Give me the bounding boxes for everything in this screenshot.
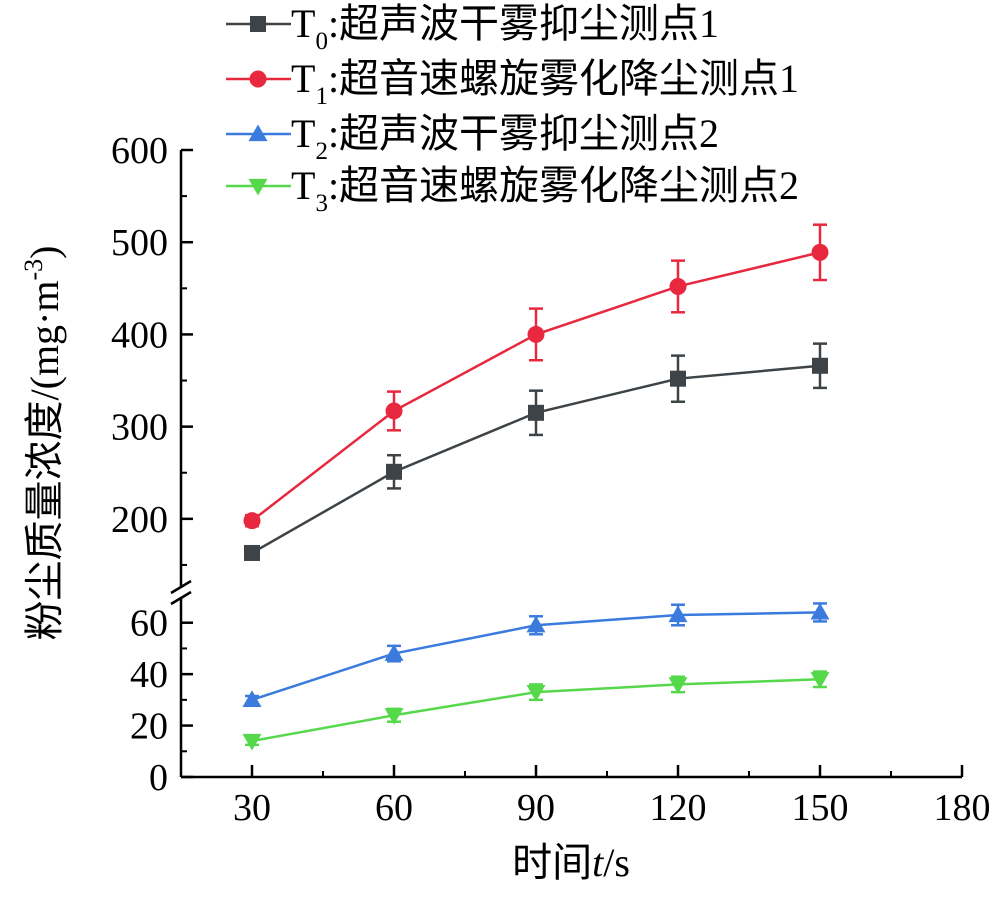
data-point-triangle-up xyxy=(526,615,546,633)
data-point-triangle-down xyxy=(248,178,268,196)
x-axis-title: 时间t/s xyxy=(512,840,630,885)
data-point-square xyxy=(812,357,828,374)
legend-entry-3: T3:超音速螺旋雾化降尘测点2 xyxy=(226,163,799,217)
y-tick-label: 500 xyxy=(111,222,168,264)
y-tick-label: 20 xyxy=(130,706,168,748)
y-tick-label: 0 xyxy=(149,757,168,799)
y-tick-label: 200 xyxy=(111,499,168,541)
series-2 xyxy=(242,602,830,707)
data-point-triangle-down xyxy=(242,733,262,751)
data-point-triangle-down xyxy=(384,708,404,725)
data-point-square xyxy=(386,463,402,480)
x-tick-label: 180 xyxy=(934,787,991,829)
x-tick-label: 30 xyxy=(233,787,271,829)
data-point-square xyxy=(670,370,686,387)
data-point-square xyxy=(244,544,260,561)
series-line xyxy=(251,251,821,522)
legend-label: T3:超音速螺旋雾化降尘测点2 xyxy=(291,163,799,217)
data-point-triangle-up xyxy=(248,124,268,142)
legend-label: T2:超声波干雾抑尘测点2 xyxy=(291,111,719,165)
data-point-square xyxy=(250,16,266,32)
y-tick-label: 40 xyxy=(130,654,168,696)
legend-label: T1:超音速螺旋雾化降尘测点1 xyxy=(291,56,799,110)
data-point-circle xyxy=(527,325,545,343)
data-point-triangle-up xyxy=(384,644,404,661)
data-point-circle xyxy=(669,277,687,295)
y-tick-label: 300 xyxy=(111,407,168,449)
axis-break-mark-top xyxy=(170,579,192,595)
y-axis-title: 粉尘质量浓度/(mg·m-3) xyxy=(19,246,67,641)
data-point-triangle-down xyxy=(668,677,688,694)
x-tick-label: 90 xyxy=(517,787,555,829)
x-tick-label: 120 xyxy=(650,787,707,829)
data-point-circle xyxy=(385,402,403,420)
data-point-triangle-up xyxy=(668,605,688,623)
y-tick-label: 400 xyxy=(111,314,168,356)
data-point-circle xyxy=(249,70,267,88)
legend-entry-0: T0:超声波干雾抑尘测点1 xyxy=(226,1,719,55)
y-tick-label: 600 xyxy=(111,130,168,172)
series-1 xyxy=(243,223,829,530)
data-point-circle xyxy=(811,243,829,261)
legend-label: T0:超声波干雾抑尘测点1 xyxy=(291,1,719,55)
data-point-triangle-up xyxy=(242,690,262,707)
series-3 xyxy=(242,670,830,751)
axis-break-mark-bottom xyxy=(170,590,192,606)
legend-entry-2: T2:超声波干雾抑尘测点2 xyxy=(226,111,719,165)
data-point-triangle-down xyxy=(810,672,830,689)
y-tick-label: 60 xyxy=(130,603,168,645)
data-point-square xyxy=(528,404,544,421)
x-tick-label: 150 xyxy=(792,787,849,829)
legend-entry-1: T1:超音速螺旋雾化降尘测点1 xyxy=(226,56,799,110)
data-point-triangle-down xyxy=(526,685,546,702)
x-tick-label: 60 xyxy=(375,787,413,829)
series-0 xyxy=(244,342,828,561)
data-point-circle xyxy=(243,512,261,530)
data-point-triangle-up xyxy=(810,602,830,620)
